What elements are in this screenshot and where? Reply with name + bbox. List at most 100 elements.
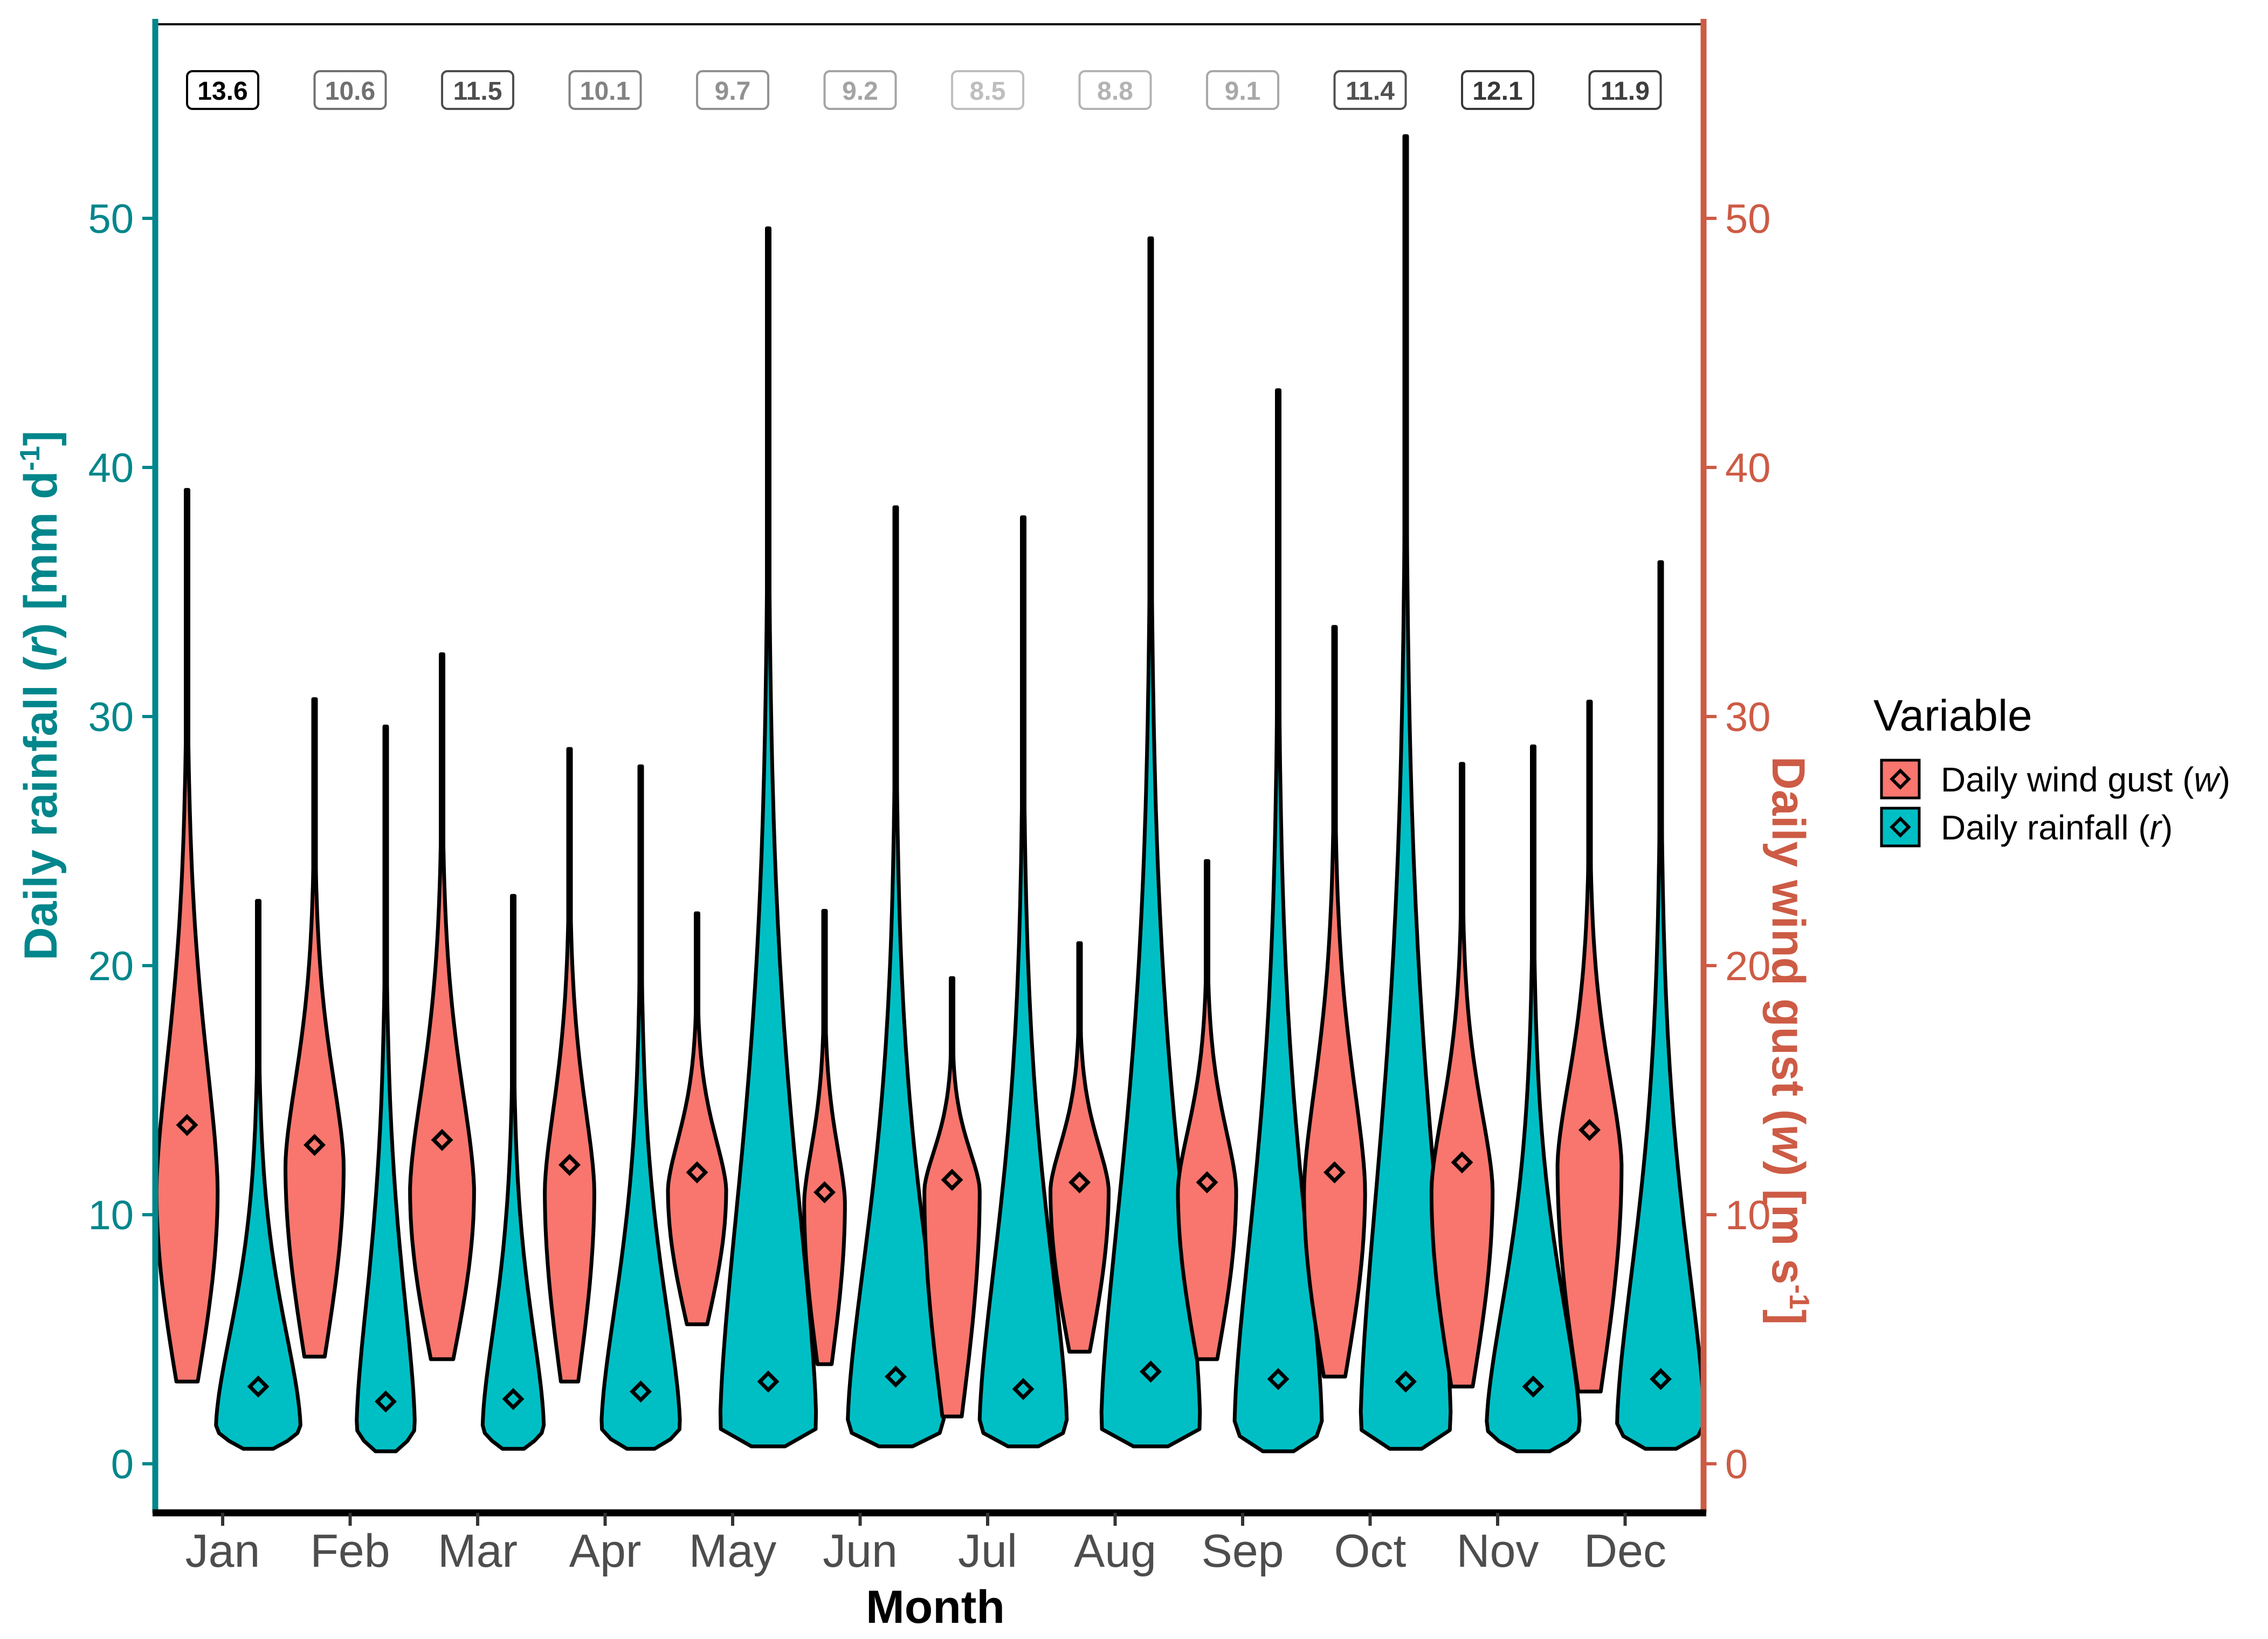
left-y-tick-label-10: 10 [88, 1193, 134, 1238]
right-y-axis-title: Daily wind gust (w) [m s-1] [1762, 756, 1815, 1325]
left-y-title-sup: -1 [15, 446, 46, 471]
x-tick-label-feb: Feb [310, 1525, 390, 1577]
annotation-label-apr: 10.1 [580, 77, 630, 106]
annotation-box-nov [1461, 70, 1534, 110]
x-tick-label-oct: Oct [1334, 1525, 1407, 1577]
annotation-box-sep [1206, 70, 1279, 110]
x-axis-title: Month [866, 1581, 1005, 1633]
left-y-axis-title: Daily rainfall (r) [mm d-1] [15, 431, 67, 961]
violin-rainfall-nov [1485, 744, 1582, 1454]
violin-wind-gust-may [666, 911, 728, 1326]
violin-wind-gust-nov [1429, 762, 1495, 1389]
legend-item-rainfall: Daily rainfall (r) [1880, 807, 2173, 848]
right-y-title-close: ] [1762, 1310, 1814, 1325]
annotation-box-oct [1333, 70, 1407, 110]
annotation-label-jun: 9.2 [842, 77, 878, 106]
legend-label-wind-gust: Daily wind gust (w) [1941, 760, 2230, 799]
left-y-title-close: ] [15, 431, 67, 446]
violin-rainfall-jul [977, 515, 1069, 1449]
annotation-box-aug [1078, 70, 1152, 110]
violin-rainfall-aug [1099, 236, 1202, 1449]
annotation-label-may: 9.7 [715, 77, 751, 106]
median-marker-wind-gust-jun [813, 1181, 836, 1203]
annotation-label-feb: 10.6 [325, 77, 375, 106]
legend-title: Variable [1873, 691, 2032, 740]
right-y-tick-label-20: 20 [1725, 944, 1771, 989]
annotation-label-oct: 11.4 [1346, 77, 1395, 106]
x-tick-label-mar: Mar [438, 1525, 518, 1577]
right-y-title-symbol: w [1762, 1125, 1814, 1163]
annotation-box-may [696, 70, 769, 110]
annotation-box-feb [313, 70, 387, 110]
violin-wind-gust-aug [1049, 941, 1111, 1354]
left-y-tick-label-0: 0 [111, 1442, 134, 1488]
annotation-box-jul [951, 70, 1024, 110]
median-marker-rainfall-sep [1267, 1368, 1290, 1390]
x-tick-label-dec: Dec [1584, 1525, 1666, 1577]
violin-wind-gust-jan [154, 488, 220, 1383]
legend-item-wind-gust: Daily wind gust (w) [1880, 759, 2230, 800]
annotation-label-jul: 8.5 [970, 77, 1006, 106]
violin-rainfall-jan [214, 899, 302, 1451]
left-y-title-suffix: ) [mm d [15, 471, 67, 638]
median-marker-wind-gust-mar [431, 1128, 453, 1151]
median-marker-wind-gust-aug [1068, 1171, 1091, 1194]
left-y-tick-label-50: 50 [88, 196, 134, 242]
left-y-tick-label-40: 40 [88, 445, 134, 491]
violin-rainfall-feb [355, 725, 417, 1454]
left-y-tick-label-30: 30 [88, 694, 134, 740]
median-marker-wind-gust-jul [941, 1168, 963, 1191]
median-marker-rainfall-jun [884, 1365, 907, 1388]
violin-wind-gust-feb [284, 697, 346, 1359]
annotation-box-jun [823, 70, 897, 110]
x-tick-label-nov: Nov [1457, 1525, 1539, 1577]
violin-wind-gust-jun [802, 908, 847, 1366]
legend-diamond-rainfall [1890, 816, 1911, 838]
legend-label-rainfall-prefix: Daily rainfall ( [1941, 808, 2150, 847]
right-y-tick-label-30: 30 [1725, 694, 1771, 740]
median-marker-rainfall-jul [1012, 1378, 1035, 1400]
annotations-layer: 13.6 10.6 11.5 10.1 9.7 9.2 8.5 8.8 9.1 11.4 12.1 1… [186, 70, 1662, 110]
annotation-label-nov: 12.1 [1472, 77, 1522, 106]
violin-rainfall-mar [480, 894, 546, 1451]
right-y-tick-label-10: 10 [1725, 1193, 1771, 1238]
right-y-title-sup: -1 [1783, 1284, 1815, 1309]
left-y-title-symbol: r [15, 636, 67, 656]
violin-rainfall-sep [1232, 388, 1324, 1454]
x-tick-label-jul: Jul [958, 1525, 1017, 1577]
median-marker-wind-gust-sep [1196, 1171, 1218, 1194]
right-y-tick-label-50: 50 [1725, 196, 1771, 242]
violin-wind-gust-sep [1176, 859, 1238, 1361]
median-marker-rainfall-dec [1649, 1368, 1672, 1390]
legend-label-rainfall-symbol: r [2150, 808, 2163, 847]
median-marker-rainfall-feb [374, 1390, 397, 1413]
x-tick-label-aug: Aug [1074, 1525, 1156, 1577]
legend-label-wind-gust-suffix: ) [2219, 760, 2230, 799]
violin-rainfall-dec [1615, 560, 1706, 1451]
median-marker-rainfall-nov [1522, 1375, 1545, 1398]
violin-rainfall-jun [846, 505, 946, 1449]
annotation-label-mar: 11.5 [453, 77, 502, 106]
violin-rainfall-may [718, 226, 818, 1449]
violin-wind-gust-mar [408, 652, 476, 1361]
annotation-label-dec: 11.9 [1601, 77, 1650, 106]
x-tick-label-apr: Apr [569, 1525, 642, 1577]
right-y-tick-label-40: 40 [1725, 445, 1771, 491]
right-y-title-suffix: ) [m s [1762, 1161, 1814, 1284]
legend-label-wind-gust-symbol: w [2194, 760, 2221, 799]
legend-diamond-wind-gust [1890, 768, 1911, 790]
median-marker-wind-gust-nov [1451, 1151, 1473, 1174]
violin-wind-gust-dec [1555, 699, 1624, 1394]
legend: Variable Daily wind gust (w) Daily rainf… [1873, 691, 2230, 848]
median-marker-wind-gust-apr [558, 1154, 581, 1176]
legend-label-rainfall-suffix: ) [2161, 808, 2173, 847]
median-marker-rainfall-jan [247, 1375, 270, 1398]
annotation-box-mar [441, 70, 514, 110]
median-marker-wind-gust-oct [1323, 1161, 1346, 1183]
median-marker-wind-gust-jan [176, 1114, 198, 1137]
left-y-tick-label-20: 20 [88, 944, 134, 989]
right-y-title-prefix: Daily wind gust ( [1762, 756, 1814, 1125]
median-marker-rainfall-apr [629, 1380, 652, 1403]
annotation-box-apr [568, 70, 642, 110]
